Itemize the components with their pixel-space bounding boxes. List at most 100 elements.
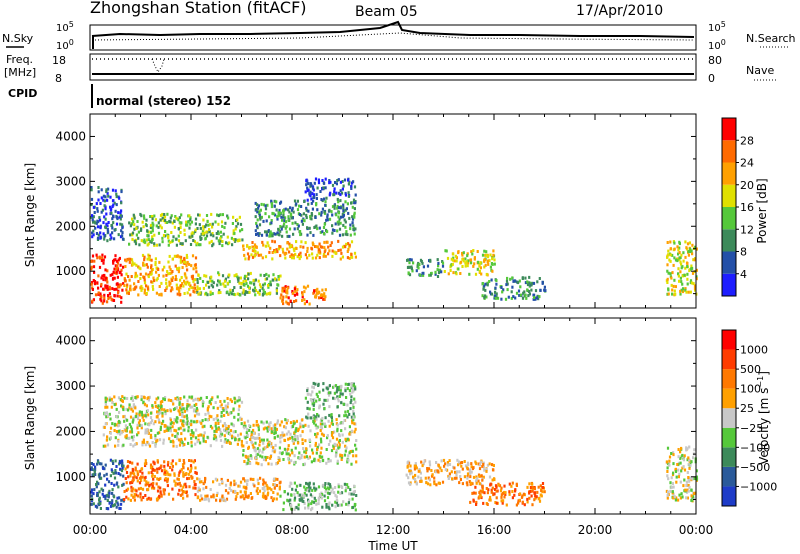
power-data-cell [533,296,536,299]
power-data-cell [279,211,282,215]
velocity-data-cell [466,466,469,470]
velocity-data-cell [298,451,301,455]
velocity-data-cell [666,474,669,478]
velocity-data-cell [287,447,290,451]
velocity-data-cell [343,419,346,422]
velocity-data-cell [239,416,242,420]
power-data-cell [185,253,188,257]
power-data-cell [147,253,150,257]
velocity-data-cell [190,395,194,399]
velocity-data-cell [223,434,226,438]
velocity-data-cell [457,463,460,467]
power-data-cell [495,295,498,299]
power-data-cell [251,249,254,253]
velocity-data-cell [201,404,204,408]
velocity-data-cell [144,414,147,418]
velocity-data-cell [122,482,125,486]
power-data-cell [317,291,320,295]
power-data-cell [106,284,109,288]
velocity-data-cell [352,454,355,458]
velocity-colorbar-segment [722,408,736,428]
power-data-cell [323,197,326,201]
velocity-data-cell [273,486,276,490]
power-data-cell [102,287,105,291]
power-data-cell [102,232,105,236]
velocity-data-cell [231,436,234,440]
velocity-data-cell [478,482,481,486]
power-data-cell [132,213,135,217]
velocity-data-cell [209,444,212,448]
velocity-data-cell [204,494,207,498]
power-y-tick-label: 1000 [55,264,86,278]
power-data-cell [294,221,297,225]
power-data-cell [90,259,93,263]
power-data-cell [276,231,279,235]
power-data-cell [489,253,492,257]
velocity-data-cell [209,402,212,406]
power-data-cell [233,286,236,290]
velocity-data-cell [237,433,240,437]
power-data-cell [667,253,670,257]
velocity-data-cell [279,436,282,440]
freq-label: Freq. [6,53,33,66]
velocity-data-cell [192,460,195,464]
power-data-cell [95,253,98,257]
velocity-data-cell [665,460,668,464]
velocity-data-cell [327,459,330,463]
velocity-data-cell [420,460,423,464]
velocity-data-cell [348,432,351,436]
power-data-cell [107,194,110,198]
power-data-cell [253,243,257,247]
power-data-cell [219,282,222,286]
power-data-cell [100,210,103,214]
velocity-data-cell [681,453,684,457]
nsky-label: N.Sky [2,32,34,45]
velocity-data-cell [666,470,669,473]
velocity-data-cell [178,399,181,403]
velocity-data-cell [247,446,250,450]
power-data-cell [502,288,505,292]
velocity-data-cell [105,438,108,442]
power-data-cell [272,278,275,282]
power-data-cell [164,220,167,224]
velocity-data-cell [111,459,114,463]
velocity-data-cell [435,483,438,487]
power-data-cell [302,212,305,216]
velocity-data-cell [244,436,247,440]
power-data-cell [117,283,120,287]
velocity-data-cell [470,462,473,466]
power-data-cell [202,286,205,290]
velocity-data-cell [172,407,176,411]
velocity-data-cell [102,444,105,448]
power-data-cell [691,252,694,256]
velocity-data-cell [414,462,417,466]
power-data-cell [91,235,94,239]
velocity-data-cell [106,443,110,447]
power-data-cell [331,205,335,209]
velocity-data-cell [334,493,337,497]
velocity-data-cell [96,462,99,466]
velocity-data-cell [271,499,274,503]
velocity-data-cell [451,477,454,481]
velocity-data-cell [239,490,242,494]
velocity-data-cell [688,485,691,489]
velocity-data-cell [163,464,166,468]
velocity-data-cell [269,455,272,458]
velocity-data-cell [264,458,267,462]
velocity-data-cell [98,475,101,479]
velocity-data-cell [233,396,236,400]
velocity-data-cell [169,440,172,444]
power-data-cell [694,245,697,249]
velocity-data-cell [240,417,243,421]
velocity-data-cell [266,456,269,459]
velocity-data-cell [111,488,114,492]
velocity-data-cell [256,492,259,495]
power-data-cell [93,282,97,286]
power-data-cell [256,232,259,236]
velocity-data-cell [230,434,233,438]
velocity-data-cell [104,403,107,406]
power-data-cell [351,205,354,209]
velocity-data-cell [279,480,282,484]
velocity-data-cell [508,490,511,494]
